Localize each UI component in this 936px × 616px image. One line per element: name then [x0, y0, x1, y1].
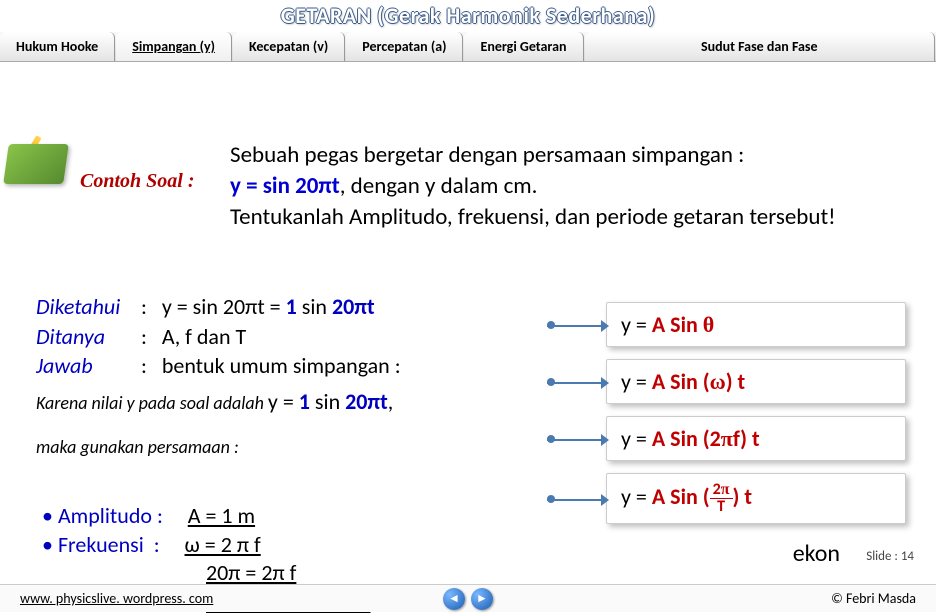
diketahui-val: y = sin 20πt =: [162, 293, 286, 320]
jawab-row: Jawab : bentuk umum simpangan :: [36, 351, 546, 381]
connector-icon: [547, 325, 603, 327]
problem-line2-suffix: , dengan y dalam cm.: [340, 172, 538, 200]
bullet-frekuensi: • Frekuensi : ω = 2 π f: [36, 531, 370, 560]
tab-hukum-hooke[interactable]: Hukum Hooke: [0, 32, 115, 61]
notebook-pencil-icon: [6, 144, 76, 204]
next-button[interactable]: ►: [471, 588, 493, 610]
tab-sudut-fase[interactable]: Sudut Fase dan Fase: [585, 32, 935, 61]
footer: www. physicslive. wordpress. com ◄ ► © F…: [0, 584, 936, 612]
header: GETARAN (Gerak Harmonik Sederhana): [0, 0, 936, 32]
slide-number: Slide : 14: [866, 549, 914, 564]
problem-text: Sebuah pegas bergetar dengan persamaan s…: [230, 140, 910, 233]
bullet-amplitudo: • Amplitudo : A = 1 m: [36, 502, 370, 531]
contoh-soal-label: Contoh Soal :: [80, 170, 194, 193]
diketahui-hl1: 1: [286, 293, 297, 320]
amp-eq: A = 1 m: [188, 502, 255, 529]
diketahui-hl2: 20πt: [332, 293, 375, 320]
page-title: GETARAN (Gerak Harmonik Sederhana): [281, 2, 656, 29]
content-area: Contoh Soal : Sebuah pegas bergetar deng…: [0, 62, 936, 562]
jawab-label: Jawab: [36, 351, 136, 381]
ditanya-val: A, f dan T: [162, 323, 246, 350]
maka-row: maka gunakan persamaan :: [36, 435, 546, 459]
diketahui-label: Diketahui: [36, 292, 136, 322]
formula-1: y = A Sin θ: [606, 302, 906, 347]
karena-row: Karena nilai y pada soal adalah y = 1 si…: [36, 387, 546, 417]
ditanya-label: Ditanya: [36, 322, 136, 352]
karena-text: Karena nilai y pada soal adalah: [36, 392, 268, 414]
ditanya-row: Ditanya : A, f dan T: [36, 322, 546, 352]
tab-bar: Hukum Hooke Simpangan (y) Kecepatan (v) …: [0, 32, 936, 62]
copyright: © Febri Masda: [831, 590, 916, 607]
jawab-val: bentuk umum simpangan :: [162, 352, 401, 379]
problem-line3: Tentukanlah Amplitudo, frekuensi, dan pe…: [230, 202, 910, 233]
problem-line1: Sebuah pegas bergetar dengan persamaan s…: [230, 140, 910, 171]
diketahui-row: Diketahui : y = sin 20πt = 1 sin 20πt: [36, 292, 546, 322]
formula-column: y = A Sin θ y = A Sin (ω) t y = A Sin (2…: [606, 302, 906, 536]
formula-2: y = A Sin (ω) t: [606, 359, 906, 404]
connector-icon: [547, 439, 603, 441]
footer-url[interactable]: www. physicslive. wordpress. com: [20, 590, 213, 607]
problem-equation: y = sin 20πt: [230, 172, 340, 200]
tab-simpangan[interactable]: Simpangan (y): [116, 32, 232, 61]
solution-block: Diketahui : y = sin 20πt = 1 sin 20πt Di…: [36, 292, 546, 459]
prev-button[interactable]: ◄: [443, 588, 465, 610]
formula-3: y = A Sin (2πf) t: [606, 416, 906, 461]
problem-line2: y = sin 20πt, dengan y dalam cm.: [230, 171, 910, 202]
nav-arrows: ◄ ►: [443, 588, 493, 610]
connector-icon: [547, 499, 603, 501]
connector-icon: [547, 382, 603, 384]
formula-4: y = A Sin (2πT) t: [606, 473, 906, 524]
ekon-text: ekon: [793, 539, 840, 568]
frek-eq1: ω = 2 π f: [185, 531, 261, 558]
tab-percepatan[interactable]: Percepatan (a): [346, 32, 463, 61]
tab-kecepatan[interactable]: Kecepatan (v): [233, 32, 345, 61]
tab-energi[interactable]: Energi Getaran: [464, 32, 583, 61]
